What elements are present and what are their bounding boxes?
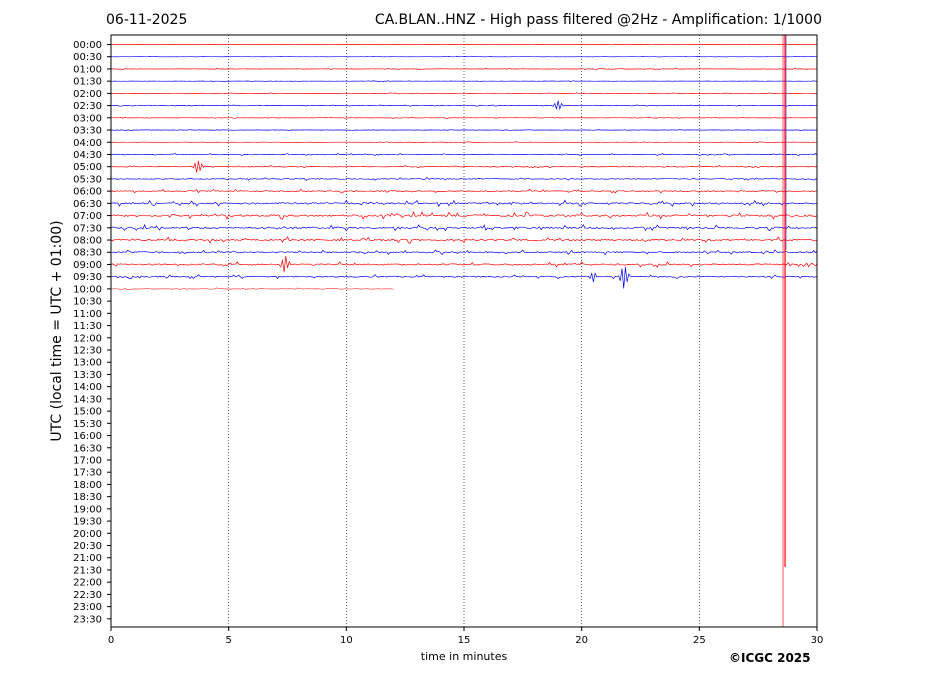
y-tick-label: 05:00 (73, 162, 102, 173)
y-tick-label: 03:00 (73, 113, 102, 124)
y-tick-label: 09:30 (73, 272, 102, 283)
y-tick-label: 19:30 (73, 517, 102, 528)
y-tick-label: 23:00 (73, 602, 102, 613)
y-tick-label: 16:00 (73, 431, 102, 442)
y-tick-label: 07:30 (73, 223, 102, 234)
x-tick-label: 25 (693, 635, 706, 646)
y-tick-label: 01:00 (73, 64, 102, 75)
seismic-trace (110, 224, 818, 232)
x-axis-ticks: 0 5 10 15 20 25 30 (108, 627, 824, 646)
seismic-trace (110, 287, 394, 291)
y-tick-label: 01:30 (73, 77, 102, 88)
y-tick-label: 13:00 (73, 358, 102, 369)
y-tick-label: 18:30 (73, 492, 102, 503)
y-tick-label: 22:30 (73, 590, 102, 601)
y-tick-label: 07:00 (73, 211, 102, 222)
y-tick-label: 21:30 (73, 565, 102, 576)
y-tick-label: 02:00 (73, 89, 102, 100)
y-tick-label: 06:00 (73, 187, 102, 198)
y-tick-label: 00:00 (73, 40, 102, 51)
y-tick-label: 12:00 (73, 333, 102, 344)
y-tick-label: 14:00 (73, 382, 102, 393)
seismic-trace (110, 236, 818, 244)
seismic-trace (110, 100, 818, 111)
seismic-trace (110, 256, 818, 273)
y-tick-label: 19:00 (73, 504, 102, 515)
seismic-trace (111, 129, 818, 131)
y-tick-label: 02:30 (73, 101, 102, 112)
y-tick-label: 04:00 (73, 138, 102, 149)
y-tick-label: 14:30 (73, 394, 102, 405)
seismic-trace (111, 43, 818, 46)
seismic-trace (110, 267, 818, 289)
x-tick-label: 15 (458, 635, 471, 646)
y-tick-label: 05:30 (73, 174, 102, 185)
y-tick-label: 17:30 (73, 468, 102, 479)
x-axis-label: time in minutes (420, 650, 508, 663)
y-tick-label: 13:30 (73, 370, 102, 381)
seismic-trace (110, 160, 818, 173)
seismic-trace (110, 199, 818, 208)
y-tick-label: 11:30 (73, 321, 102, 332)
y-tick-label: 18:00 (73, 480, 102, 491)
x-tick-label: 10 (340, 635, 353, 646)
y-tick-label: 21:00 (73, 553, 102, 564)
y-tick-label: 15:00 (73, 407, 102, 418)
y-tick-label: 00:30 (73, 52, 102, 63)
seismic-trace (110, 249, 818, 256)
y-tick-label: 16:30 (73, 443, 102, 454)
x-tick-label: 20 (575, 635, 588, 646)
seismic-trace (110, 188, 818, 194)
y-tick-label: 11:00 (73, 309, 102, 320)
grid-lines (228, 35, 700, 627)
seismic-trace (110, 56, 818, 58)
y-tick-label: 03:30 (73, 126, 102, 137)
seismic-trace (110, 177, 818, 181)
y-tick-label: 22:00 (73, 578, 102, 589)
y-tick-label: 06:30 (73, 199, 102, 210)
y-tick-label: 04:30 (73, 150, 102, 161)
y-tick-label: 17:00 (73, 455, 102, 466)
x-tick-label: 5 (225, 635, 231, 646)
y-tick-label: 10:00 (73, 284, 102, 295)
seismic-trace (110, 67, 818, 70)
y-tick-label: 15:30 (73, 419, 102, 430)
seismic-trace (110, 141, 818, 144)
y-tick-label: 23:30 (73, 614, 102, 625)
seismic-trace (110, 92, 817, 95)
y-tick-label: 20:00 (73, 529, 102, 540)
x-tick-label: 30 (811, 635, 824, 646)
x-tick-label: 0 (108, 635, 114, 646)
y-tick-label: 12:30 (73, 346, 102, 357)
y-tick-label: 08:30 (73, 248, 102, 259)
trace-group (110, 35, 818, 627)
chart-title: CA.BLAN..HNZ - High pass filtered @2Hz -… (374, 12, 822, 28)
y-tick-label: 08:00 (73, 236, 102, 247)
copyright-label: ©ICGC 2025 (729, 651, 811, 665)
seismic-trace (110, 211, 818, 220)
seismic-trace (110, 152, 818, 157)
seismic-trace (110, 80, 818, 82)
y-tick-label: 09:00 (73, 260, 102, 271)
seismic-trace (110, 116, 818, 119)
chart-date: 06-11-2025 (106, 12, 188, 28)
y-tick-label: 20:30 (73, 541, 102, 552)
plot-frame (110, 34, 818, 628)
y-tick-label: 10:30 (73, 297, 102, 308)
